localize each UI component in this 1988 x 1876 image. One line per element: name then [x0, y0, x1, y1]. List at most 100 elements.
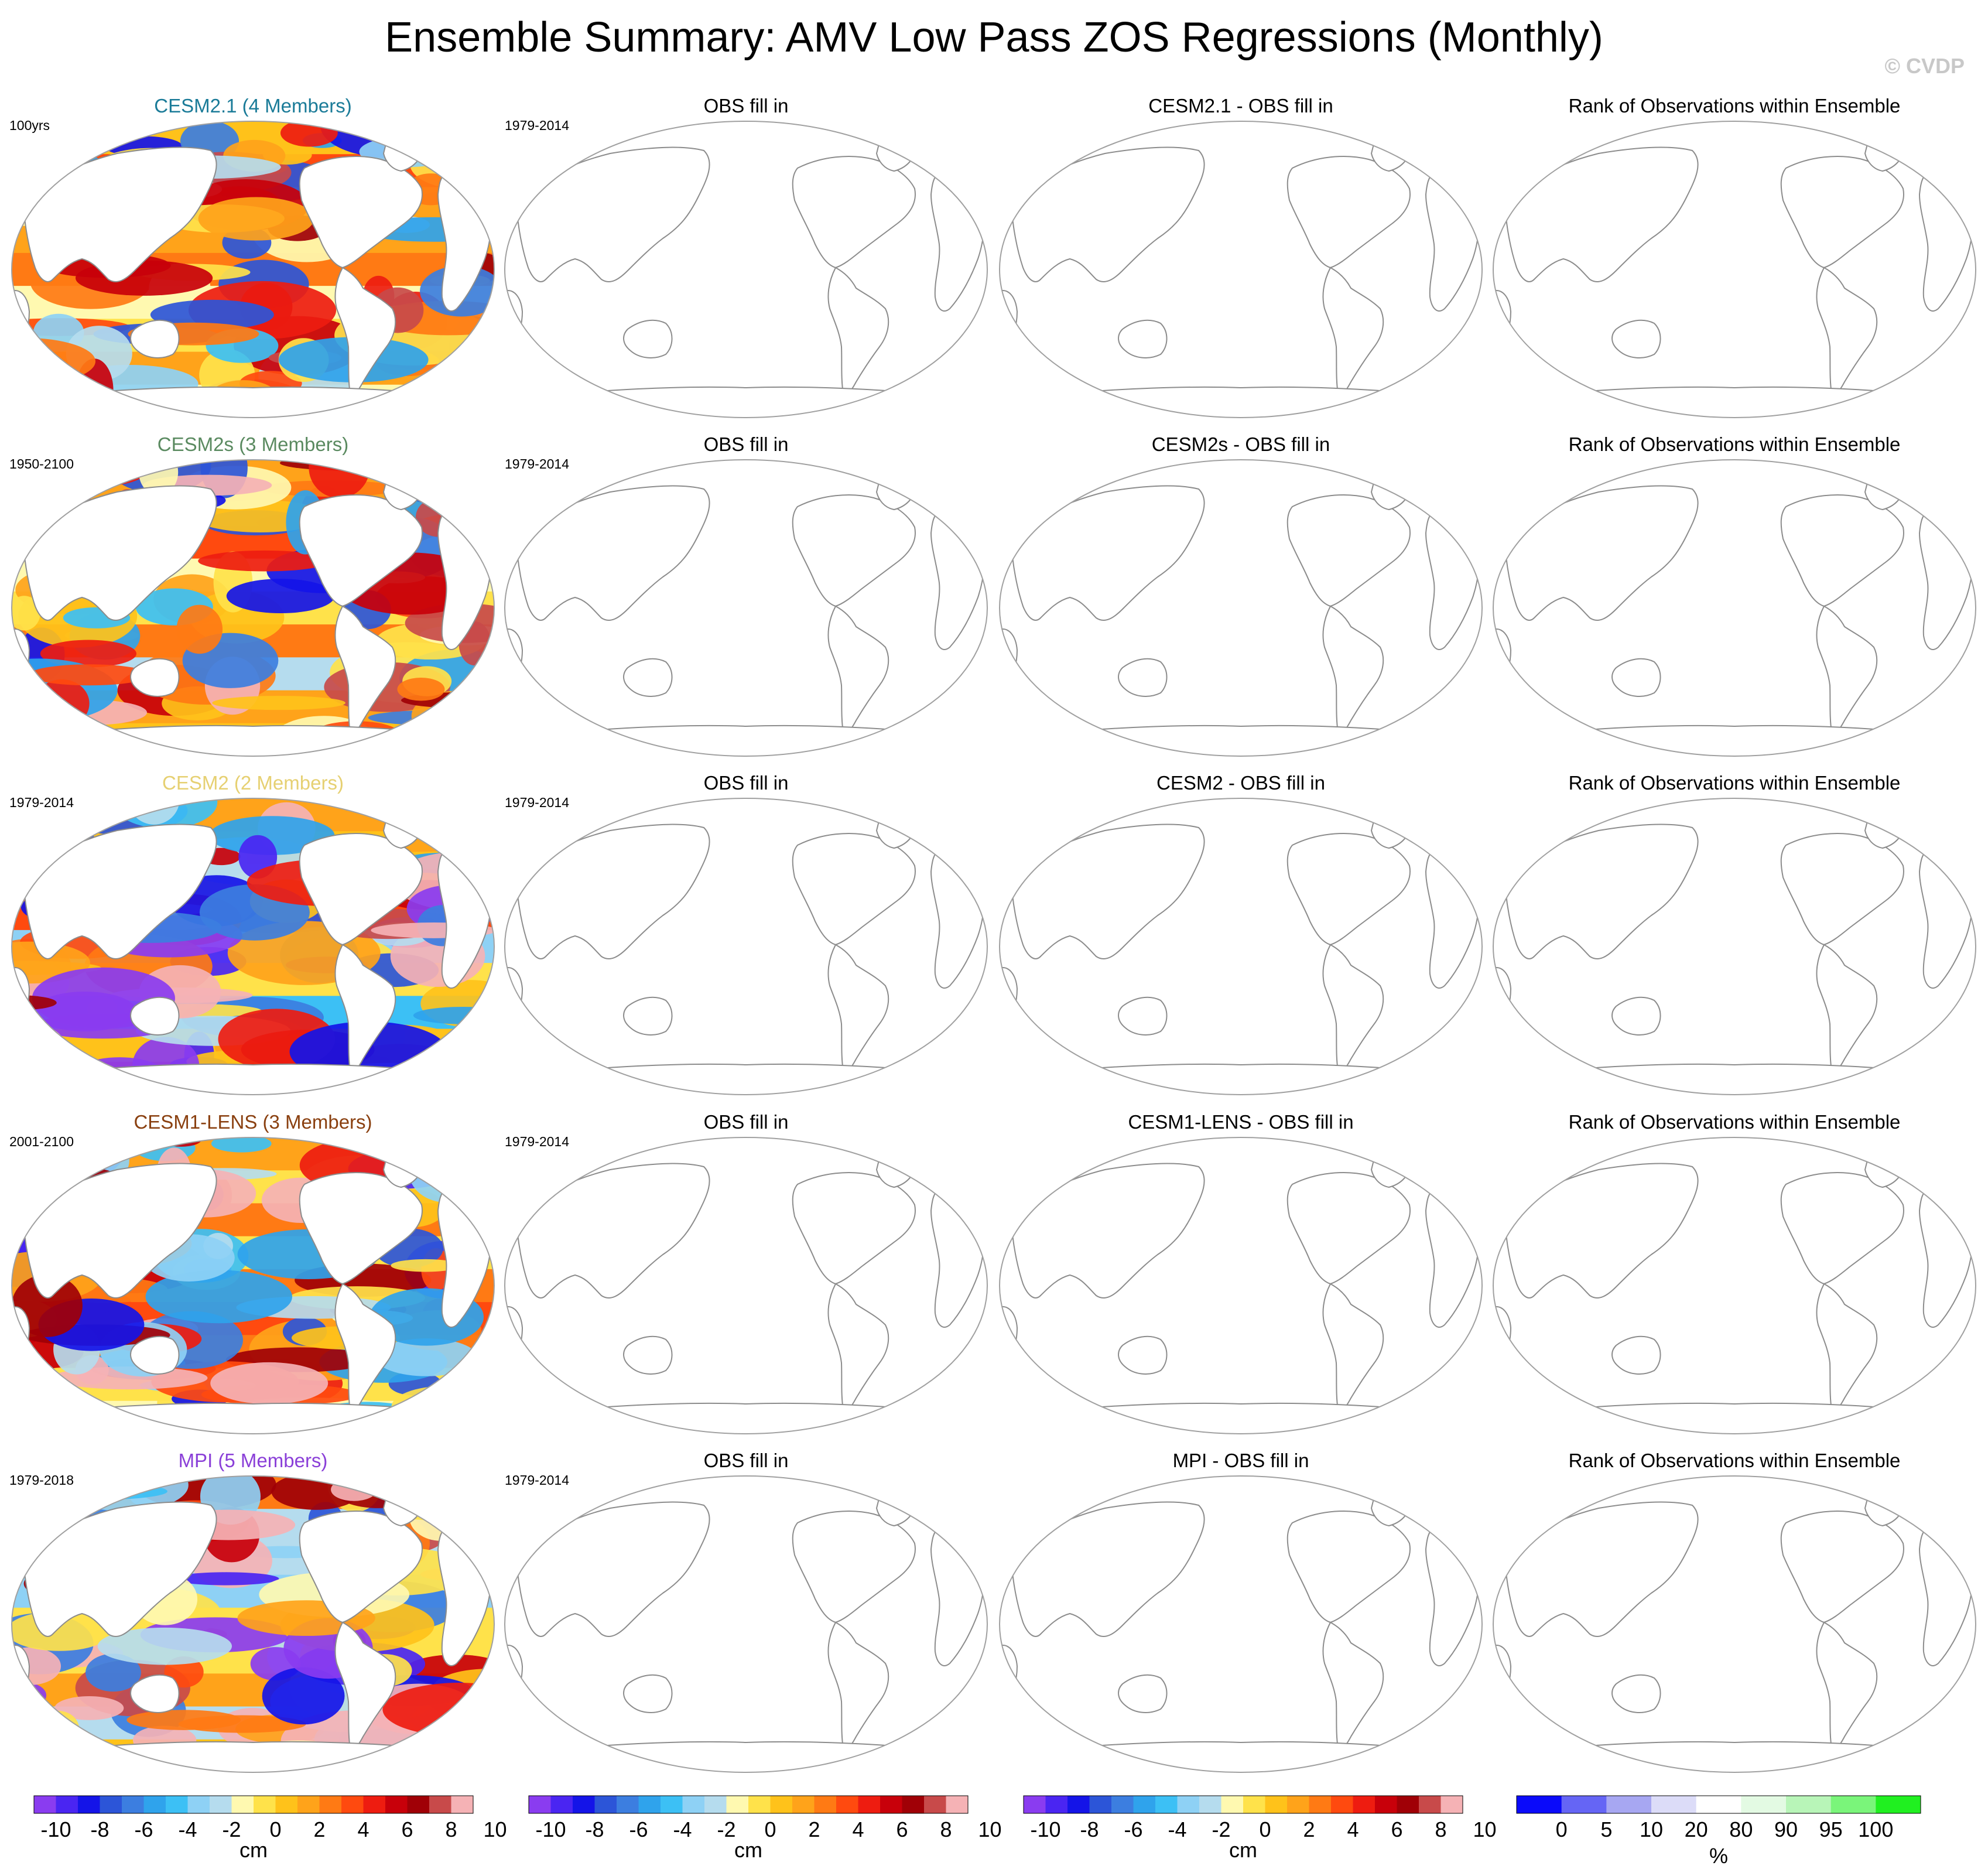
field-anomaly	[12, 724, 120, 756]
colorbar-tick-label: -10	[535, 1817, 566, 1841]
globe-outline	[1493, 121, 1976, 418]
colorbar-swatch	[682, 1796, 705, 1813]
land-mass	[1816, 944, 1878, 1072]
land-mass	[623, 319, 673, 358]
colorbar-swatch	[34, 1796, 56, 1813]
field-anomaly	[20, 1047, 61, 1095]
land-mass	[1022, 386, 1457, 418]
land-mass	[1322, 605, 1384, 734]
colorbar-tick-label: 0	[764, 1817, 776, 1841]
empty-map	[504, 121, 988, 418]
colorbar-swatch	[254, 1796, 276, 1813]
colorbar-swatch	[924, 1796, 946, 1813]
land-mass	[130, 1674, 180, 1713]
colorbar-tick-label: -6	[629, 1817, 648, 1841]
field-anomaly	[386, 391, 478, 409]
field-anomaly	[97, 1627, 232, 1665]
land-mass	[130, 996, 180, 1036]
empty-map	[504, 1475, 988, 1773]
empty-map	[1493, 1137, 1976, 1434]
colorbar-swatch	[78, 1796, 100, 1813]
field-anomaly	[20, 1740, 96, 1756]
colorbar-swatch	[550, 1796, 573, 1813]
field-anomaly	[126, 1710, 241, 1730]
land-mass	[334, 1283, 396, 1412]
land-mass	[22, 146, 217, 282]
difference-panel-title: CESM2.1 - OBS fill in	[1148, 95, 1333, 117]
colorbar-swatch	[726, 1796, 749, 1813]
model-map	[11, 1475, 495, 1773]
field-anomaly	[409, 1141, 484, 1203]
colorbar-swatch	[638, 1796, 661, 1813]
rank-panel-title: Rank of Observations within Ensemble	[1569, 433, 1901, 455]
empty-map	[999, 121, 1483, 418]
field-anomaly	[382, 1682, 494, 1737]
land-mass	[1286, 1511, 1411, 1624]
land-mass	[299, 833, 423, 946]
colorbar-swatch	[594, 1796, 617, 1813]
field-anomaly	[34, 679, 90, 728]
land-mass	[1515, 725, 1951, 756]
land-mass	[527, 386, 963, 418]
colorbar-swatch	[1243, 1796, 1265, 1813]
colorbar-swatch	[1696, 1796, 1741, 1813]
land-mass	[1611, 996, 1661, 1036]
globe-outline	[999, 1475, 1483, 1773]
obs-period-label: 1979-2014	[505, 795, 569, 810]
field-anomaly	[436, 1727, 479, 1772]
field-anomaly	[12, 1682, 47, 1708]
colorbar-unit: cm	[734, 1838, 762, 1862]
land-mass	[792, 833, 916, 946]
globe-outline	[1493, 1137, 1976, 1434]
land-mass	[1816, 1283, 1878, 1412]
figure-title: Ensemble Summary: AMV Low Pass ZOS Regre…	[385, 14, 1603, 61]
land-mass	[827, 605, 889, 734]
difference-panel-title: MPI - OBS fill in	[1173, 1450, 1309, 1471]
globe-outline	[999, 798, 1483, 1095]
colorbar-tick-label: 8	[1435, 1817, 1446, 1841]
globe-outline	[504, 1475, 988, 1773]
colorbar-swatch	[1067, 1796, 1090, 1813]
model-panel-title: CESM2.1 (4 Members)	[154, 95, 351, 117]
rank-panel-title: Rank of Observations within Ensemble	[1569, 95, 1901, 117]
land-mass	[22, 823, 217, 959]
land-mass	[34, 725, 470, 756]
colorbar-swatch	[429, 1796, 451, 1813]
land-mass	[334, 944, 396, 1072]
land-mass	[1022, 725, 1457, 756]
colorbar-swatch	[1741, 1796, 1787, 1813]
obs-period-label: 1979-2014	[505, 118, 569, 133]
land-mass	[527, 725, 963, 756]
colorbar-tick-label: -4	[673, 1817, 692, 1841]
colorbar-unit: cm	[239, 1838, 268, 1862]
land-mass	[623, 1674, 673, 1713]
globe-outline	[999, 459, 1483, 757]
colorbar-swatch	[1133, 1796, 1156, 1813]
empty-map	[504, 1137, 988, 1434]
colorbar-swatch	[1353, 1796, 1375, 1813]
model-period-label: 100yrs	[9, 118, 50, 133]
land-mass	[827, 266, 889, 395]
field-anomaly	[12, 1744, 59, 1772]
land-mass	[1504, 1163, 1699, 1298]
field-anomaly	[12, 1380, 86, 1434]
field-anomaly	[210, 1362, 329, 1405]
colorbar-swatch	[1331, 1796, 1353, 1813]
colorbar-swatch	[573, 1796, 595, 1813]
field-anomaly	[12, 735, 85, 756]
field-anomaly	[418, 704, 494, 740]
colorbar-tick-label: 5	[1600, 1817, 1612, 1841]
land-mass	[515, 146, 710, 282]
colorbar-tick-label: 10	[978, 1817, 1001, 1841]
field-anomaly	[35, 135, 89, 161]
colorbar-swatch	[231, 1796, 254, 1813]
land-mass	[515, 1163, 710, 1298]
field-anomaly	[12, 392, 64, 418]
land-mass	[1118, 319, 1168, 358]
land-mass	[1780, 833, 1904, 946]
colorbar-swatch	[814, 1796, 837, 1813]
colorbar-swatch	[704, 1796, 727, 1813]
obs-period-label: 1979-2014	[505, 456, 569, 471]
land-mass	[34, 1741, 470, 1772]
colorbar-tick-label: -8	[585, 1817, 604, 1841]
